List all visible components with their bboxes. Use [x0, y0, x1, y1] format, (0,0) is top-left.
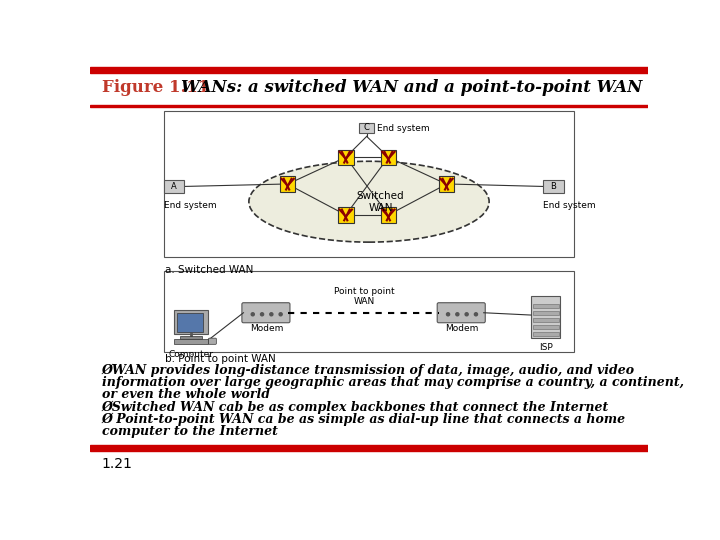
- Bar: [180, 336, 202, 339]
- Text: 1.21: 1.21: [102, 457, 132, 471]
- Text: Figure 1.11: Figure 1.11: [102, 79, 209, 96]
- FancyBboxPatch shape: [437, 303, 485, 323]
- FancyBboxPatch shape: [242, 303, 290, 323]
- Text: Ø Point-to-point WAN ca be as simple as dial-up line that connects a home: Ø Point-to-point WAN ca be as simple as …: [102, 413, 626, 426]
- Text: A: A: [171, 182, 176, 191]
- Text: C: C: [364, 124, 369, 132]
- Bar: [438, 177, 454, 192]
- Bar: [90, 67, 648, 72]
- Bar: [533, 332, 559, 336]
- Bar: [90, 105, 648, 107]
- Ellipse shape: [249, 161, 489, 242]
- Text: or even the whole world: or even the whole world: [102, 388, 269, 401]
- Bar: [338, 150, 354, 165]
- Text: Point to point
WAN: Point to point WAN: [334, 287, 395, 306]
- Text: ØWAN provides long-distance transmission of data, image, audio, and video: ØWAN provides long-distance transmission…: [102, 363, 635, 377]
- Circle shape: [474, 313, 477, 316]
- Bar: [359, 123, 374, 133]
- FancyBboxPatch shape: [209, 338, 216, 345]
- Text: End system: End system: [544, 201, 596, 210]
- Text: computer to the Internet: computer to the Internet: [102, 425, 277, 438]
- Text: Modem: Modem: [250, 325, 284, 333]
- Bar: [90, 445, 648, 450]
- Circle shape: [261, 313, 264, 316]
- Bar: [533, 325, 559, 329]
- Bar: [381, 207, 396, 222]
- Bar: [174, 339, 208, 343]
- Bar: [544, 179, 564, 193]
- Text: ØSwitched WAN cab be as complex backbones that connect the Internet: ØSwitched WAN cab be as complex backbone…: [102, 401, 609, 414]
- Circle shape: [456, 313, 459, 316]
- Circle shape: [270, 313, 273, 316]
- Text: Switched
WAN: Switched WAN: [357, 191, 405, 213]
- Text: Modem: Modem: [445, 325, 479, 333]
- Text: End system: End system: [163, 201, 216, 210]
- Text: End system: End system: [377, 124, 429, 133]
- Bar: [177, 313, 203, 332]
- Bar: [533, 311, 559, 315]
- Bar: [531, 296, 560, 338]
- Bar: [280, 177, 295, 192]
- Circle shape: [446, 313, 449, 316]
- Text: B: B: [551, 182, 557, 191]
- Text: b. Point to point WAN: b. Point to point WAN: [165, 354, 276, 364]
- Bar: [381, 150, 396, 165]
- Bar: [533, 304, 559, 308]
- Text: a. Switched WAN: a. Switched WAN: [165, 265, 253, 275]
- Bar: [533, 318, 559, 322]
- Bar: [163, 271, 575, 352]
- Text: information over large geographic areas that may comprise a country, a continent: information over large geographic areas …: [102, 376, 683, 389]
- Circle shape: [251, 313, 254, 316]
- Bar: [338, 207, 354, 222]
- Text: ISP: ISP: [539, 343, 552, 352]
- Text: Computer: Computer: [168, 350, 213, 359]
- Bar: [163, 111, 575, 257]
- Bar: [163, 179, 184, 193]
- Circle shape: [465, 313, 468, 316]
- Bar: [174, 309, 208, 334]
- Circle shape: [279, 313, 282, 316]
- Text: WANs: a switched WAN and a point-to-point WAN: WANs: a switched WAN and a point-to-poin…: [181, 79, 643, 96]
